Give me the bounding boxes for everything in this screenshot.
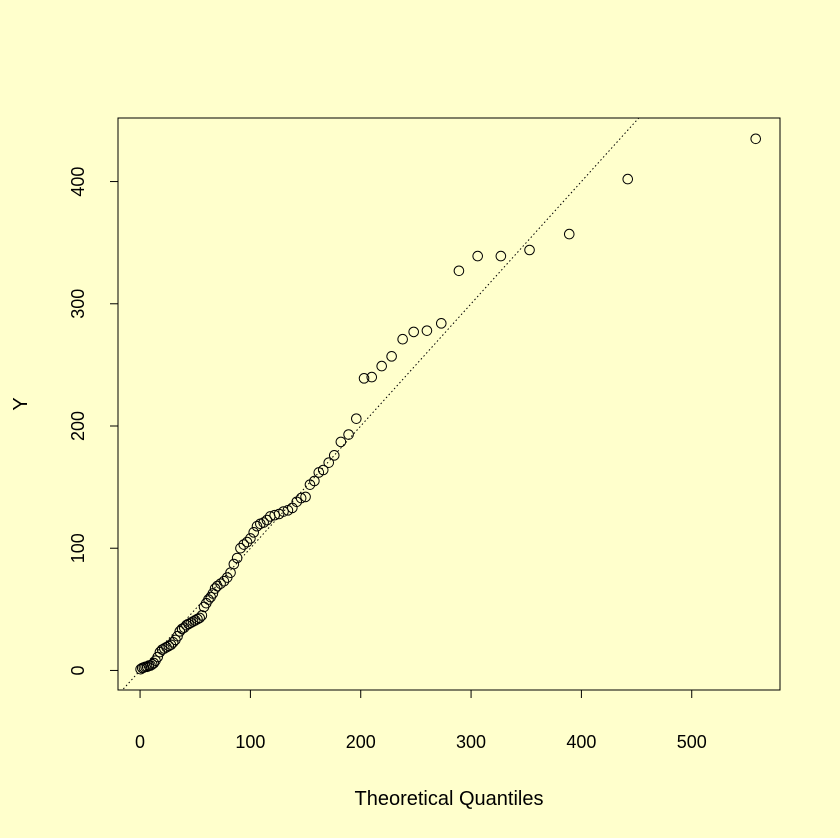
data-point [258, 517, 269, 528]
y-tick-label: 400 [68, 167, 88, 197]
data-point [278, 506, 289, 517]
data-point [495, 250, 507, 262]
data-point [524, 244, 535, 256]
data-point [248, 527, 260, 538]
data-point [146, 659, 158, 670]
data-point [750, 133, 762, 145]
data-point [472, 250, 483, 262]
y-tick-label: 0 [68, 665, 88, 675]
data-point [376, 360, 387, 372]
data-point [228, 558, 240, 570]
data-point [309, 475, 320, 487]
data-point [245, 533, 256, 544]
data-point [235, 542, 246, 554]
data-point [335, 436, 347, 448]
data-point [251, 520, 263, 532]
data-point [563, 228, 575, 240]
data-point [212, 580, 223, 592]
data-point [397, 333, 408, 345]
x-tick-label: 100 [235, 732, 265, 752]
data-point [194, 612, 205, 624]
data-point [435, 318, 447, 329]
data-point [328, 450, 340, 461]
data-point [148, 657, 160, 669]
data-point [323, 457, 335, 468]
x-tick-label: 200 [346, 732, 376, 752]
x-tick-label: 500 [677, 732, 707, 752]
data-point [408, 326, 419, 338]
y-tick-label: 100 [68, 533, 88, 563]
data-point [295, 492, 307, 504]
x-tick-label: 0 [135, 732, 145, 752]
data-point [241, 536, 253, 548]
data-point [269, 509, 280, 521]
data-point [453, 265, 465, 277]
data-point [261, 514, 273, 526]
data-point [198, 601, 210, 613]
data-point [358, 373, 370, 384]
y-tick-label: 200 [68, 411, 88, 441]
x-axis-title: Theoretical Quantiles [355, 788, 544, 810]
data-point [386, 351, 397, 362]
data-point [300, 491, 311, 503]
x-tick-label: 400 [566, 732, 596, 752]
y-tick-label: 300 [68, 289, 88, 319]
data-point [215, 578, 226, 589]
y-axis-title: Y [10, 397, 32, 410]
data-point [231, 552, 243, 564]
data-point [238, 539, 250, 550]
plot-frame [117, 117, 781, 691]
data-point [317, 464, 329, 476]
data-point [421, 325, 433, 336]
data-point [366, 371, 378, 383]
data-point [218, 575, 230, 587]
data-point [343, 429, 354, 440]
data-point [351, 413, 362, 424]
data-point [622, 173, 634, 185]
x-tick-label: 300 [456, 732, 486, 752]
